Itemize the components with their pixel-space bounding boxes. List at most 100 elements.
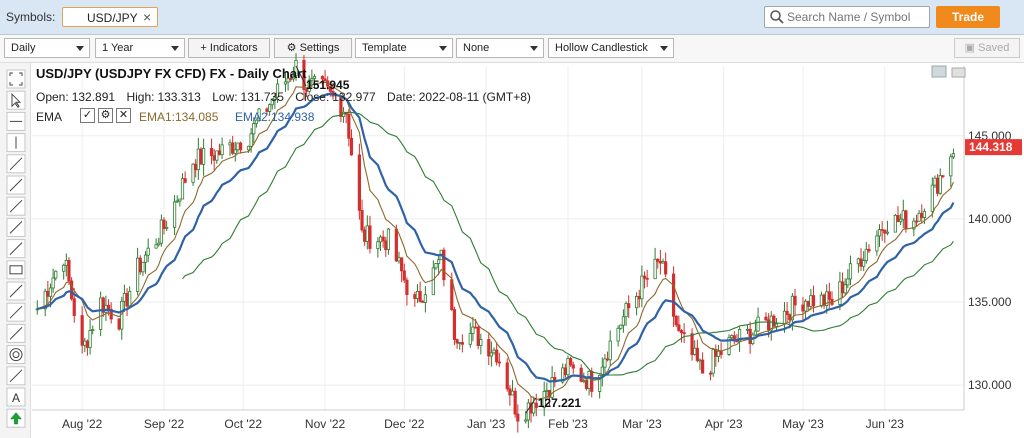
candle-body [162, 219, 166, 229]
print-icon[interactable] [951, 67, 966, 78]
candle-body [51, 277, 55, 289]
candle-body [774, 323, 779, 327]
candle-body [516, 413, 520, 422]
candle-body [772, 315, 776, 327]
candle-body [434, 263, 438, 269]
pointer-icon[interactable] [6, 90, 26, 110]
cycle-lines-icon[interactable] [6, 323, 26, 343]
arrow-icon[interactable] [6, 217, 26, 237]
vertical-line-icon[interactable] [6, 133, 26, 153]
candle-body [563, 367, 567, 376]
settings-button[interactable]: ⚙ Settings [274, 38, 352, 58]
x-tick-label: Nov '22 [305, 417, 346, 431]
candle-body [753, 330, 758, 336]
rectangle-icon[interactable] [6, 260, 26, 280]
open-label: Open: [36, 90, 69, 104]
chevron-down-icon [439, 46, 447, 51]
candle-body [893, 214, 897, 233]
candle-body [178, 198, 182, 202]
x-tick-label: Sep '22 [144, 417, 185, 431]
candle-body [368, 225, 372, 249]
fib-retracement-icon[interactable] [6, 281, 26, 301]
range-dropdown[interactable]: 1 Year [95, 38, 185, 58]
chart-toolbar: Daily 1 Year + Indicators ⚙ Settings Tem… [0, 35, 1024, 63]
compare-dropdown[interactable]: None [456, 38, 544, 58]
candle-body [571, 364, 575, 369]
text-icon[interactable]: A [6, 387, 26, 407]
candle-body [545, 389, 549, 392]
range-value: 1 Year [102, 42, 134, 54]
trendline-icon[interactable] [6, 154, 26, 174]
gann-icon[interactable] [6, 366, 26, 386]
top-bar: Symbols: USD/JPY × Trade [0, 0, 1024, 35]
candle-body [479, 339, 483, 346]
symbols-label: Symbols: [6, 10, 56, 24]
candle-body [542, 390, 546, 408]
candle-body [566, 358, 570, 376]
fan-icon[interactable] [6, 302, 26, 322]
close-icon[interactable]: × [143, 9, 152, 25]
candle-body [716, 350, 721, 357]
candle-body [48, 287, 53, 297]
candle-body [183, 178, 187, 183]
up-arrow-icon[interactable] [6, 408, 26, 428]
candle-body [677, 324, 681, 331]
candle-body [711, 349, 715, 374]
candle-body [249, 133, 253, 147]
ema-settings-gear-icon[interactable]: ⚙ [98, 108, 113, 123]
candle-body [819, 294, 824, 307]
candle-body [701, 359, 705, 374]
candle-body [418, 291, 422, 302]
ema-toggle-check-icon[interactable]: ✓ [80, 108, 95, 123]
ema-remove-close-icon[interactable]: ✕ [116, 108, 131, 123]
symbol-chip[interactable]: USD/JPY × [62, 7, 158, 27]
candle-body [320, 76, 325, 80]
saved-button[interactable]: ▣ Saved [954, 38, 1020, 58]
candle-body [159, 219, 163, 244]
crosshair-icon[interactable] [6, 69, 26, 89]
high-annotation-label: 151.945 [306, 78, 350, 92]
candle-body [312, 76, 317, 79]
image-export-icon[interactable] [931, 65, 947, 78]
candle-body [930, 184, 934, 212]
period-dropdown[interactable]: Daily [4, 38, 90, 58]
channel-icon[interactable] [6, 196, 26, 216]
indicators-button[interactable]: + Indicators [188, 38, 270, 58]
candle-body [693, 347, 697, 355]
candle-body [99, 297, 103, 330]
candle-body [128, 291, 132, 307]
search-box[interactable] [764, 6, 930, 28]
candle-body [682, 332, 686, 335]
candle-body [883, 229, 887, 234]
search-input[interactable] [787, 9, 925, 25]
candle-body [748, 328, 752, 345]
horizontal-line-icon[interactable] [6, 111, 26, 131]
template-dropdown[interactable]: Template [355, 38, 453, 58]
candle-body [605, 358, 610, 361]
trade-button[interactable]: Trade [936, 6, 1000, 28]
chart-style-value: Hollow Candlestick [555, 42, 648, 54]
candle-body [756, 316, 760, 332]
candle-body [252, 123, 256, 135]
candle-body [933, 177, 937, 186]
target-icon[interactable] [6, 345, 26, 365]
candle-body [489, 352, 493, 357]
candle-body [867, 248, 871, 252]
candle-body [376, 241, 380, 249]
candle-body [698, 359, 702, 362]
candle-body [302, 59, 306, 90]
arc-icon[interactable] [6, 239, 26, 259]
candle-body [920, 212, 924, 218]
candle-body [117, 318, 121, 330]
candle-body [270, 98, 274, 106]
candle-body [508, 388, 512, 396]
chart-style-dropdown[interactable]: Hollow Candlestick [548, 38, 674, 58]
high-value: 133.313 [157, 90, 201, 104]
x-tick-label: Dec '22 [384, 417, 425, 431]
search-icon [770, 10, 784, 24]
candle-body [381, 236, 385, 242]
candle-body [532, 402, 536, 414]
close-label: Close: [295, 90, 330, 104]
ray-icon[interactable] [6, 175, 26, 195]
